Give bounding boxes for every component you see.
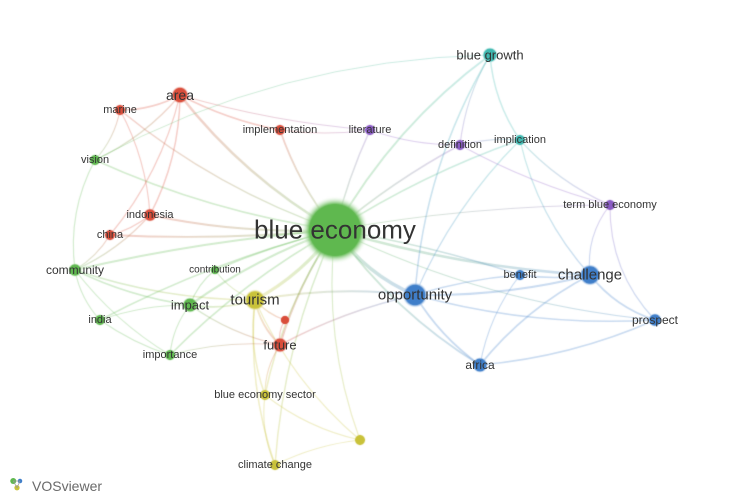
vosviewer-icon	[8, 475, 26, 496]
app-name: VOSviewer	[32, 478, 102, 494]
app-logo: VOSviewer	[8, 475, 102, 496]
network-canvas[interactable]	[0, 0, 750, 500]
